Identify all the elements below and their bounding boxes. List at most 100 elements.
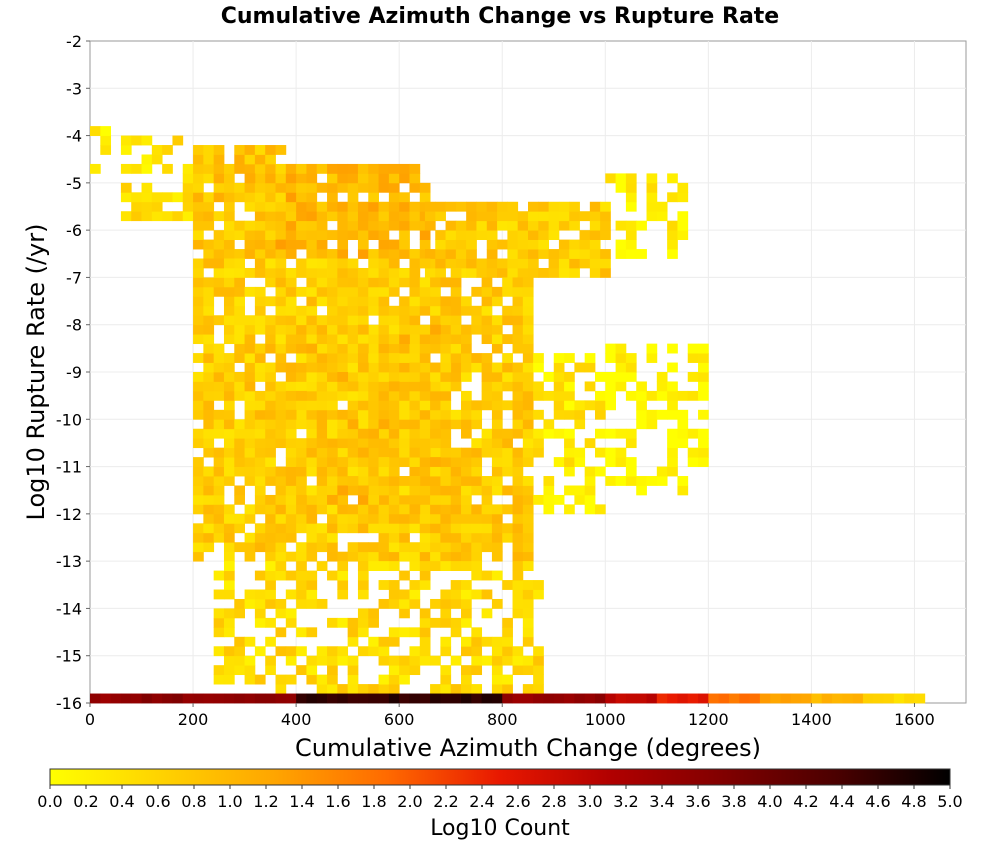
heatmap-cell: [234, 608, 245, 619]
heatmap-cell: [296, 381, 307, 392]
heatmap-cell: [584, 504, 596, 515]
heatmap-cell: [528, 211, 539, 222]
heatmap-cell: [327, 551, 338, 562]
heatmap-cell: [564, 466, 575, 477]
heatmap-cell: [368, 542, 379, 553]
heatmap-cell: [223, 589, 235, 600]
heatmap-cell: [461, 485, 472, 496]
heatmap-cell: [306, 457, 318, 467]
heatmap-cell: [399, 532, 410, 543]
heatmap-cell: [409, 334, 421, 345]
heatmap-cell: [265, 182, 276, 193]
heatmap-cell: [172, 693, 184, 704]
heatmap-cell: [316, 438, 328, 449]
heatmap-cell: [502, 286, 513, 297]
heatmap-cell: [254, 267, 266, 278]
heatmap-cell: [502, 485, 513, 496]
heatmap-cell: [368, 267, 379, 278]
heatmap-cell: [296, 513, 307, 524]
heatmap-cell: [296, 362, 307, 373]
heatmap-cell: [502, 693, 513, 704]
heatmap-cell: [368, 447, 379, 458]
heatmap-cell: [223, 381, 235, 392]
heatmap-cell: [667, 693, 678, 704]
heatmap-cell: [409, 589, 421, 600]
heatmap-cell: [275, 494, 287, 505]
heatmap-cell: [450, 598, 462, 609]
heatmap-cell: [244, 655, 256, 666]
heatmap-cell: [569, 220, 580, 231]
heatmap-cell: [234, 447, 245, 458]
heatmap-cell: [409, 580, 421, 590]
heatmap-cell: [522, 542, 534, 553]
heatmap-cell: [770, 693, 781, 704]
heatmap-cell: [368, 324, 379, 335]
heatmap-cell: [337, 286, 349, 297]
heatmap-cell: [234, 693, 245, 704]
heatmap-cell: [306, 201, 318, 212]
heatmap-cell: [388, 362, 400, 373]
heatmap-cell: [234, 636, 245, 647]
heatmap-cell: [388, 353, 400, 363]
heatmap-cell: [471, 305, 483, 316]
heatmap-cell: [378, 230, 390, 240]
heatmap-cell: [491, 485, 503, 496]
heatmap-cell: [388, 390, 400, 401]
heatmap-cell: [316, 249, 328, 259]
heatmap-cell: [234, 163, 245, 174]
heatmap-cell: [419, 655, 431, 666]
heatmap-cell: [491, 324, 503, 335]
heatmap-cell: [306, 580, 318, 590]
heatmap-cell: [636, 381, 647, 392]
heatmap-cell: [285, 305, 297, 316]
heatmap-cell: [667, 249, 678, 259]
heatmap-cell: [419, 334, 431, 345]
heatmap-cell: [687, 457, 699, 467]
heatmap-cell: [296, 220, 307, 231]
heatmap-cell: [419, 561, 431, 571]
heatmap-cell: [275, 192, 287, 203]
heatmap-cell: [378, 182, 390, 193]
heatmap-cell: [450, 353, 462, 363]
heatmap-cell: [419, 239, 431, 250]
heatmap-cell: [347, 684, 359, 694]
heatmap-cell: [481, 372, 493, 382]
heatmap-cell: [244, 409, 256, 420]
heatmap-cell: [419, 570, 431, 581]
heatmap-cell: [296, 230, 307, 240]
heatmap-cell: [399, 655, 410, 666]
heatmap-cell: [667, 390, 678, 401]
heatmap-cell: [667, 457, 678, 467]
heatmap-cell: [100, 126, 112, 136]
heatmap-cell: [419, 390, 431, 401]
heatmap-cell: [327, 570, 338, 581]
heatmap-cell: [337, 220, 349, 231]
heatmap-cell: [378, 598, 390, 609]
heatmap-cell: [600, 267, 611, 278]
heatmap-cell: [625, 457, 637, 467]
heatmap-cell: [254, 343, 266, 354]
heatmap-cell: [378, 532, 390, 543]
heatmap-cell: [193, 438, 204, 449]
heatmap-cell: [440, 353, 452, 363]
heatmap-cell: [636, 485, 647, 496]
heatmap-cell: [306, 163, 318, 174]
heatmap-cell: [254, 693, 266, 704]
heatmap-cell: [450, 684, 462, 694]
heatmap-cell: [296, 419, 307, 430]
heatmap-cell: [419, 182, 431, 193]
heatmap-cell: [471, 513, 483, 524]
heatmap-cell: [193, 267, 204, 278]
heatmap-cell: [388, 513, 400, 524]
heatmap-cell: [368, 163, 379, 174]
heatmap-cell: [357, 296, 369, 307]
heatmap-cell: [337, 362, 349, 373]
heatmap-cell: [223, 693, 235, 704]
heatmap-cell: [327, 504, 338, 515]
heatmap-cell: [234, 249, 245, 259]
heatmap-cell: [584, 438, 596, 449]
heatmap-cell: [430, 504, 441, 515]
heatmap-cell: [296, 173, 307, 184]
heatmap-cell: [522, 589, 534, 600]
heatmap-cell: [285, 239, 297, 250]
